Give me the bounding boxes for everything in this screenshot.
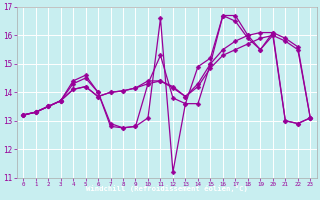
Text: Windchill (Refroidissement éolien,°C): Windchill (Refroidissement éolien,°C) bbox=[86, 185, 248, 192]
X-axis label: Windchill (Refroidissement éolien,°C): Windchill (Refroidissement éolien,°C) bbox=[0, 199, 1, 200]
